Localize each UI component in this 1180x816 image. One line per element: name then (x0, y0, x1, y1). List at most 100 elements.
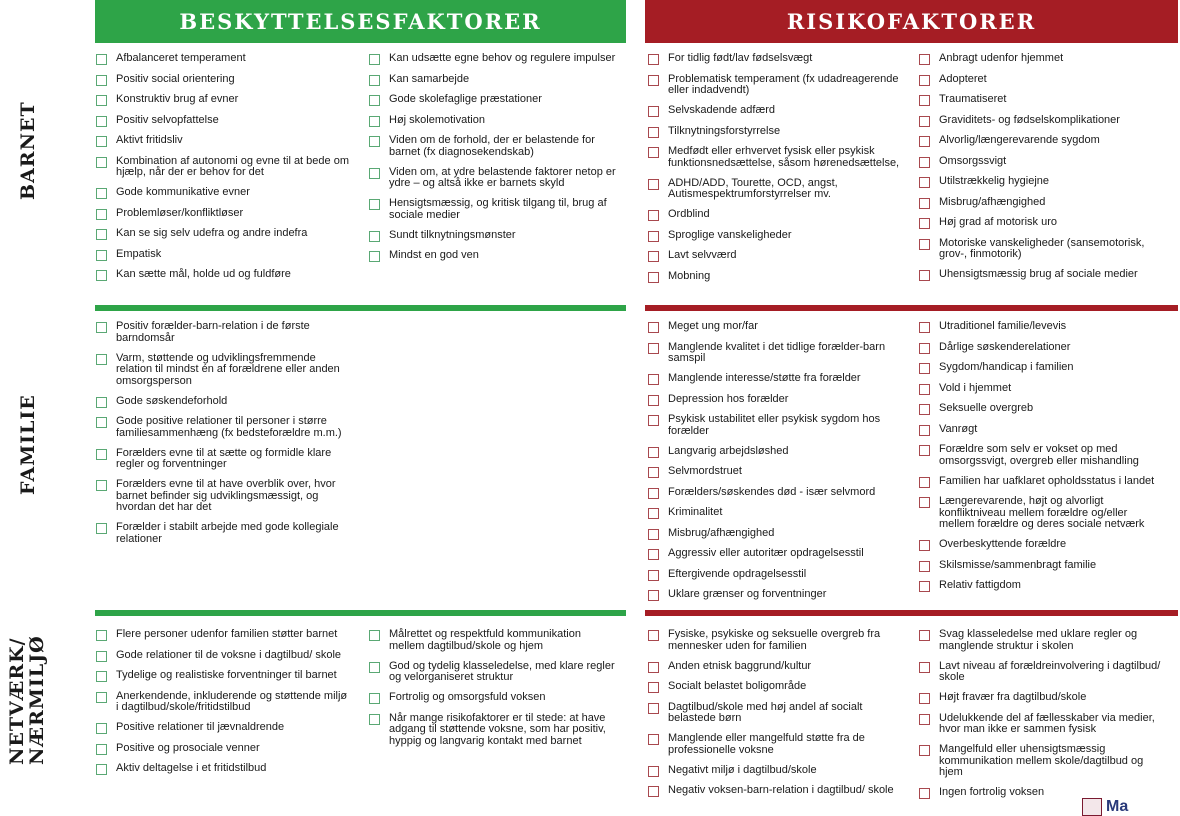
protective-factor-item[interactable]: Når mange risikofaktorer er til stede: a… (369, 712, 619, 748)
checkbox[interactable] (919, 788, 930, 799)
checkbox[interactable] (96, 743, 107, 755)
checkbox[interactable] (919, 322, 930, 333)
protective-factor-item[interactable]: Konstruktiv brug af evner (96, 93, 351, 106)
risk-factor-item[interactable]: Misbrug/afhængighed (648, 527, 900, 540)
checkbox[interactable] (96, 188, 107, 199)
protective-factor-item[interactable]: Gode kommunikative evner (96, 186, 351, 199)
checkbox[interactable] (96, 249, 107, 261)
checkbox[interactable] (648, 734, 659, 745)
checkbox[interactable] (648, 765, 659, 777)
risk-factor-item[interactable]: Meget ung mor/far (648, 320, 900, 333)
checkbox[interactable] (648, 446, 659, 458)
checkbox[interactable] (919, 497, 930, 508)
risk-factor-item[interactable]: Skilsmisse/sammenbragt familie (919, 559, 1164, 572)
protective-factor-item[interactable]: Mindst en god ven (369, 249, 619, 262)
risk-factor-item[interactable]: Omsorgssvigt (919, 155, 1164, 168)
checkbox[interactable] (919, 693, 930, 704)
checkbox[interactable] (96, 764, 107, 775)
checkbox[interactable] (648, 342, 659, 354)
checkbox[interactable] (96, 523, 107, 534)
checkbox[interactable] (648, 467, 659, 478)
risk-factor-item[interactable]: Socialt belastet boligområde (648, 680, 900, 693)
checkbox[interactable] (648, 630, 659, 641)
checkbox[interactable] (96, 322, 107, 333)
checkbox[interactable] (96, 630, 107, 641)
risk-factor-item[interactable]: Svag klasseledelse med uklare regler og … (919, 628, 1164, 652)
protective-factor-item[interactable]: Problemløser/konfliktløser (96, 207, 351, 220)
protective-factor-item[interactable]: Kombination af autonomi og evne til at b… (96, 155, 351, 179)
checkbox[interactable] (648, 210, 659, 221)
checkbox[interactable] (369, 136, 380, 147)
protective-factor-item[interactable]: Viden om, at ydre belastende faktorer ne… (369, 166, 619, 190)
checkbox[interactable] (919, 270, 930, 281)
checkbox[interactable] (96, 95, 107, 106)
checkbox[interactable] (96, 671, 107, 682)
checkbox[interactable] (919, 177, 930, 188)
risk-factor-item[interactable]: Ordblind (648, 208, 900, 221)
risk-factor-item[interactable]: Depression hos forælder (648, 393, 900, 406)
protective-factor-item[interactable]: Hensigtsmæssig, og kritisk tilgang til, … (369, 197, 619, 221)
checkbox[interactable] (919, 342, 930, 354)
risk-factor-item[interactable]: Medfødt eller erhvervet fysisk eller psy… (648, 145, 900, 169)
protective-factor-item[interactable]: Forælders evne til at have overblik over… (96, 478, 351, 514)
checkbox[interactable] (648, 682, 659, 693)
checkbox[interactable] (919, 713, 930, 725)
risk-factor-item[interactable]: Manglende kvalitet i det tidlige forælde… (648, 341, 900, 365)
checkbox[interactable] (96, 417, 107, 428)
checkbox[interactable] (96, 448, 107, 460)
risk-factor-item[interactable]: Eftergivende opdragelsesstil (648, 568, 900, 581)
risk-factor-item[interactable]: Selvskadende adfærd (648, 104, 900, 117)
checkbox[interactable] (648, 702, 659, 714)
checkbox[interactable] (648, 126, 659, 138)
checkbox[interactable] (919, 445, 930, 456)
checkbox[interactable] (96, 691, 107, 703)
protective-factor-item[interactable]: Gode skolefaglige præstationer (369, 93, 619, 106)
checkbox[interactable] (96, 208, 107, 220)
risk-factor-item[interactable]: Ingen fortrolig voksen (919, 786, 1164, 799)
protective-factor-item[interactable]: Positiv forælder-barn-relation i de førs… (96, 320, 351, 344)
checkbox[interactable] (919, 560, 930, 572)
risk-factor-item[interactable]: Høj grad af motorisk uro (919, 216, 1164, 229)
checkbox[interactable] (919, 54, 930, 65)
checkbox[interactable] (919, 581, 930, 592)
protective-factor-item[interactable]: Kan samarbejde (369, 73, 619, 86)
risk-factor-item[interactable]: Selvmordstruet (648, 465, 900, 478)
protective-factor-item[interactable]: Flere personer udenfor familien støtter … (96, 628, 351, 641)
protective-factor-item[interactable]: Gode relationer til de voksne i dagtilbu… (96, 649, 351, 662)
checkbox[interactable] (648, 106, 659, 117)
checkbox[interactable] (369, 95, 380, 106)
risk-factor-item[interactable]: Motoriske vanskeligheder (sansemotorisk,… (919, 237, 1164, 261)
checkbox[interactable] (919, 218, 930, 229)
risk-factor-item[interactable]: Fysiske, psykiske og seksuelle overgreb … (648, 628, 900, 652)
risk-factor-item[interactable]: Uklare grænser og forventninger (648, 588, 900, 601)
checkbox[interactable] (648, 374, 659, 385)
checkbox[interactable] (369, 661, 380, 673)
checkbox[interactable] (919, 197, 930, 209)
risk-factor-item[interactable]: Sygdom/handicap i familien (919, 361, 1164, 374)
checkbox[interactable] (96, 650, 107, 662)
protective-factor-item[interactable]: Forælder i stabilt arbejde med gode koll… (96, 521, 351, 545)
protective-factor-item[interactable]: Sundt tilknytningsmønster (369, 229, 619, 242)
protective-factor-item[interactable]: Gode søskendeforhold (96, 395, 351, 408)
checkbox[interactable] (919, 238, 930, 250)
risk-factor-item[interactable]: Lavt niveau af forældreinvolvering i dag… (919, 660, 1164, 684)
checkbox[interactable] (648, 251, 659, 262)
risk-factor-item[interactable]: Uhensigtsmæssig brug af sociale medier (919, 268, 1164, 281)
checkbox[interactable] (919, 383, 930, 395)
checkbox[interactable] (919, 363, 930, 374)
checkbox[interactable] (919, 156, 930, 168)
protective-factor-item[interactable]: Forælders evne til at sætte og formidle … (96, 447, 351, 471)
checkbox[interactable] (96, 229, 107, 240)
checkbox[interactable] (919, 95, 930, 106)
checkbox[interactable] (648, 569, 659, 581)
risk-factor-item[interactable]: Forælders/søskendes død - især selvmord (648, 486, 900, 499)
checkbox[interactable] (919, 630, 930, 641)
protective-factor-item[interactable]: Positive og prosociale venner (96, 742, 351, 755)
checkbox[interactable] (919, 136, 930, 147)
checkbox[interactable] (369, 693, 380, 704)
checkbox[interactable] (96, 156, 107, 168)
checkbox[interactable] (369, 199, 380, 210)
protective-factor-item[interactable]: Afbalanceret temperament (96, 52, 351, 65)
risk-factor-item[interactable]: Anden etnisk baggrund/kultur (648, 660, 900, 673)
checkbox[interactable] (369, 54, 380, 65)
